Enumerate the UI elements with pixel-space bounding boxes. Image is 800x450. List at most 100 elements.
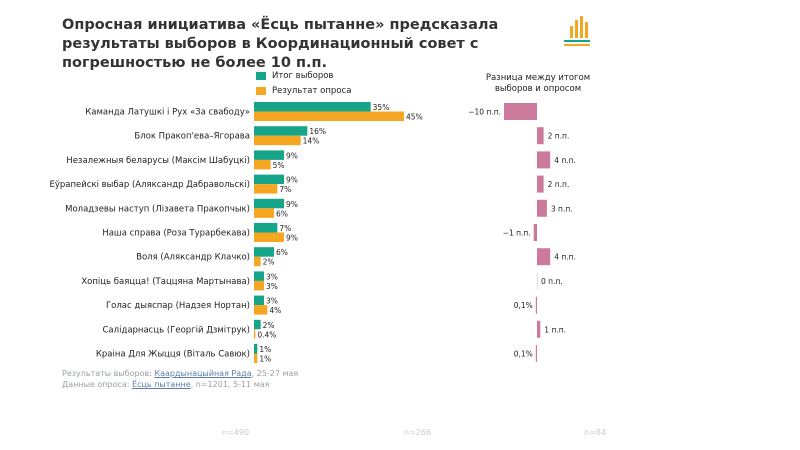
footnote-results: Результаты выборов: Каардынацыйная Рада,… [62,368,298,379]
data-label-result: 7% [279,224,291,233]
data-label-result: 6% [276,248,288,257]
difference-label: 2 п.п. [548,180,570,189]
data-label-poll: 0.4% [257,330,276,339]
difference-bar [537,199,547,217]
category-label: Блок Пракоп'ева–Ягорава [134,132,250,142]
bar-result [254,295,264,306]
bar-result [254,150,284,160]
sample-label-1: n=490 [222,428,250,437]
legend-swatch-poll [256,86,266,95]
bar-poll [254,111,404,121]
category-label: Еўрапейскі выбар (Аляксандр Дабравольскі… [49,180,250,190]
difference-header: Разница между итогом выборов и опросом [485,73,591,94]
category-label: Наша справа (Роза Турарбекава) [102,229,250,239]
bar-poll [254,329,256,339]
category-label: Салідарнасць (Георгій Дзмітрук) [103,325,251,335]
bar-poll [254,208,274,218]
footnote-poll-prefix: Данные опроса: [62,380,133,389]
difference-bar [537,272,538,290]
difference-bar [533,224,537,241]
difference-bar [537,248,551,266]
data-label-result: 2% [263,321,275,330]
bar-result [254,174,284,185]
legend-item-poll: Результат опроса [256,83,351,98]
data-label-result: 9% [286,200,298,209]
data-label-result: 3% [266,297,278,306]
bar-poll [254,135,301,146]
logo-icon [564,16,590,46]
difference-label: 4 п.п. [554,253,576,262]
data-label-result: 16% [309,127,326,136]
difference-label: 4 п.п. [554,156,576,165]
category-label: Голас дыяспар (Надзея Нортан) [106,301,250,311]
data-label-result: 3% [266,272,278,281]
bar-poll [254,256,261,267]
bar-result [254,319,261,330]
bar-result [254,344,258,354]
bar-poll [254,305,268,315]
difference-bar [535,296,537,314]
bar-result [254,126,308,136]
data-label-poll: 5% [273,161,285,170]
category-label: Моладзевы наступ (Лізавета Пракопчык) [65,204,250,214]
legend-item-result: Итог выборов [256,68,351,83]
data-label-poll: 7% [279,185,291,194]
footnote-poll: Данные опроса: Ёсць пытанне, n=1201, 5-1… [62,379,298,390]
data-label-result: 9% [286,176,298,185]
bar-result [254,102,371,112]
difference-label: 0 п.п. [541,277,563,286]
data-label-result: 1% [259,345,271,354]
difference-label: 1 п.п. [544,325,566,334]
footnote-results-link[interactable]: Каардынацыйная Рада [154,369,252,378]
footnote-poll-link[interactable]: Ёсць пытанне [132,380,191,389]
legend-swatch-result [256,71,266,80]
data-label-poll: 1% [259,355,271,364]
difference-label: 0,1% [514,301,533,310]
legend-label-result: Итог выборов [272,70,334,81]
difference-bar [537,127,544,145]
data-label-poll: 4% [269,306,281,315]
difference-label: 3 п.п. [551,204,573,213]
footnote-poll-suffix: , n=1201, 5-11 мая [190,380,270,389]
difference-bar [537,151,551,169]
difference-label: 2 п.п. [548,132,570,141]
footnote-results-prefix: Результаты выборов: [62,369,155,378]
bar-result [254,198,284,209]
difference-bar [537,320,541,338]
data-label-poll: 14% [303,137,320,146]
data-label-result: 9% [286,151,298,160]
sample-label-3: n=84 [584,428,606,437]
legend: Итог выборов Результат опроса [256,68,351,98]
category-label: Краіна Для Жыцця (Віталь Савюк) [96,350,250,360]
data-label-result: 35% [373,103,390,112]
chart-title: Опросная инициатива «Ёсць пытанне» предс… [62,17,499,71]
bar-poll [254,184,278,194]
footnote-results-suffix: , 25-27 мая [251,369,299,378]
data-label-poll: 6% [276,209,288,218]
legend-label-poll: Результат опроса [272,85,352,96]
data-label-poll: 2% [263,258,275,267]
bar-poll [254,353,258,363]
bar-result [254,247,274,257]
bar-poll [254,280,264,291]
category-label: Незалежныя беларусы (Максім Шабуцкі) [66,156,250,166]
difference-label: −10 п.п. [468,108,501,117]
bar-poll [254,232,284,242]
difference-bar [504,103,537,120]
category-label: Каманда Латушкі і Рух «За свабоду» [85,108,250,118]
category-label: Хопіць баяцца! (Таццяна Мартынава) [81,277,250,287]
bar-result [254,223,278,233]
difference-label: −1 п.п. [503,229,531,238]
data-label-poll: 3% [266,282,278,291]
bar-poll [254,159,271,170]
footnote: Результаты выборов: Каардынацыйная Рада,… [62,368,298,390]
difference-bar [537,175,544,193]
difference-label: 0,1% [514,350,533,359]
bar-result [254,271,264,281]
data-label-poll: 45% [406,113,423,122]
difference-bar [535,345,537,362]
sample-label-2: n=266 [404,428,432,437]
data-label-poll: 9% [286,234,298,243]
category-label: Воля (Аляксандр Клачко) [136,253,250,263]
